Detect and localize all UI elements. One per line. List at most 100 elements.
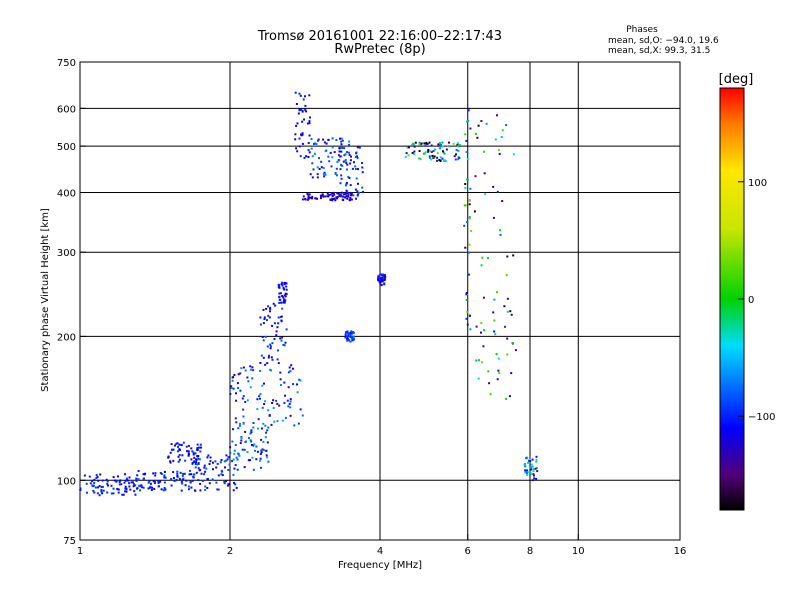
echo-point [477,377,480,380]
echo-point [117,475,119,478]
echo-point [443,152,446,155]
echo-point [465,293,468,296]
echo-point [433,155,436,158]
echo-point [232,489,235,492]
echo-point [275,334,278,337]
echo-point [345,189,348,192]
echo-point [230,387,233,389]
echo-point [263,403,266,405]
x-axis-label: Frequency [MHz] [338,560,422,571]
echo-point [355,197,357,200]
echo-point [349,198,352,201]
echo-point [243,448,246,451]
echo-point [313,152,316,155]
echo-point [273,338,276,340]
echo-point [349,340,352,343]
echo-point [223,482,226,485]
echo-point [316,176,319,179]
echo-point [469,127,472,130]
echo-point [163,470,166,473]
echo-point [418,141,421,144]
echo-point [220,459,223,461]
echo-point [247,380,250,383]
echo-point [304,198,307,200]
echo-point [285,282,288,285]
echo-point [100,489,103,492]
echo-point [282,343,285,346]
echo-point [355,152,358,155]
echo-point [429,157,431,159]
echo-point [272,302,275,305]
echo-point [174,444,176,447]
echo-point [234,483,237,486]
echo-point [252,444,255,447]
echo-point [342,160,345,163]
echo-point [377,275,380,278]
echo-point [172,471,175,474]
echo-point [322,138,325,141]
echo-point [130,481,133,484]
echo-point [278,404,281,407]
echo-point [235,486,238,489]
echo-point [265,449,268,452]
echo-point [252,426,255,429]
echo-point [412,143,415,146]
echo-point [287,405,290,408]
echo-point [525,472,528,474]
echo-point [349,197,352,199]
echo-point [362,190,364,193]
echo-point [232,376,235,379]
echo-point [264,363,267,366]
echo-point [271,324,274,327]
echo-point [377,277,380,280]
echo-point [510,313,513,316]
echo-point [348,153,351,156]
echo-point [288,366,291,369]
echo-point [497,149,500,151]
echo-point [235,456,238,459]
echo-point [480,331,482,334]
echo-point [195,459,198,462]
echo-point [315,197,318,200]
echo-point [252,369,255,372]
echo-point [276,402,279,405]
echo-point [203,466,206,469]
echo-point [492,216,495,219]
echo-point [141,486,144,489]
echo-point [264,436,267,439]
echo-point [279,298,282,301]
echo-point [260,451,263,453]
echo-point [523,463,526,466]
echo-point [307,156,310,158]
echo-point [498,372,501,375]
echo-point [361,162,363,164]
echo-point [347,334,350,337]
y-tick-label: 75 [63,536,76,547]
echo-point [200,446,202,449]
echo-point [335,196,338,199]
echo-point [223,460,226,463]
echo-point [117,488,120,491]
echo-point [124,487,127,490]
echo-point [124,473,126,476]
echo-point [339,182,342,185]
echo-point [296,383,298,386]
echo-point [124,479,127,482]
echo-point [133,490,136,493]
echo-point [250,440,253,443]
echo-point [98,485,101,488]
echo-point [302,98,305,101]
echo-point [298,137,301,140]
echo-point [297,112,300,115]
echo-point [319,194,322,197]
echo-point [201,479,204,482]
echo-point [164,476,167,479]
echo-point [240,367,243,370]
echo-point [179,448,181,451]
echo-point [85,491,88,494]
echo-point [139,485,142,488]
echo-point [259,362,262,364]
echo-point [226,458,229,461]
echo-point [268,414,271,417]
echo-point [412,142,415,145]
